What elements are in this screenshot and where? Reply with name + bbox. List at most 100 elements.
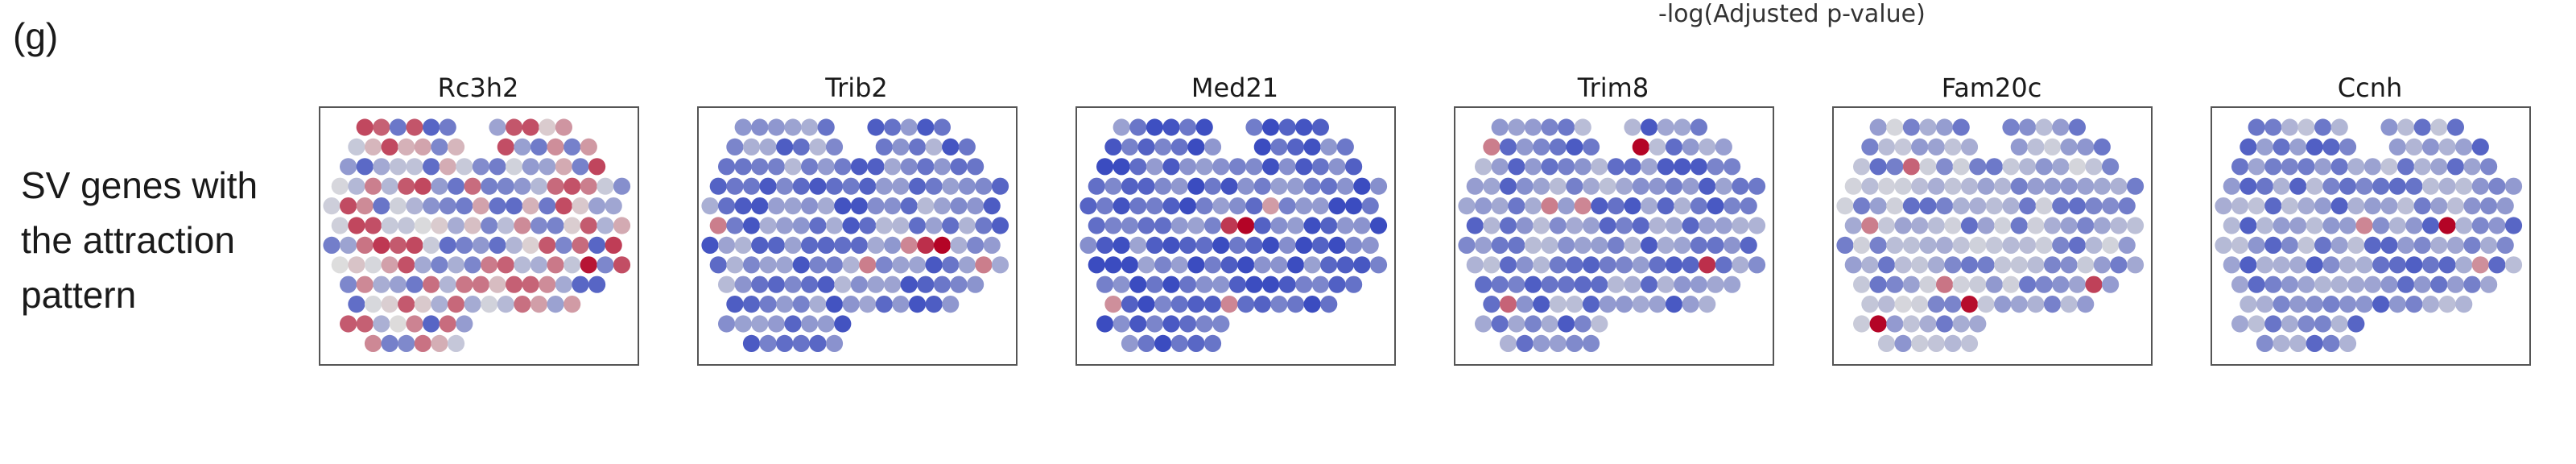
spot-point [1524, 118, 1542, 136]
spot-point [1861, 296, 1879, 313]
spot-point [2314, 315, 2332, 333]
spot-point [734, 276, 752, 293]
spot-point [767, 276, 785, 293]
spot-point [605, 197, 622, 215]
spot-point [1499, 256, 1517, 274]
spot-point [2281, 118, 2298, 136]
spot-point [431, 217, 448, 234]
spot-point [1212, 236, 1230, 254]
spot-point [1262, 276, 1280, 293]
spot-point [1665, 177, 1683, 195]
spot-point [792, 217, 810, 234]
spot-point [1665, 138, 1683, 155]
spot-point [1558, 118, 1575, 136]
spot-point [2289, 256, 2307, 274]
spot-point [1674, 158, 1691, 176]
spot-point [892, 256, 910, 274]
spot-point [1475, 158, 1492, 176]
spot-point [2102, 236, 2120, 254]
spot-point [1591, 276, 1608, 293]
spot-point [364, 334, 382, 352]
spot-point [917, 158, 935, 176]
spot-point [1682, 256, 1699, 274]
spot-point [1096, 315, 1114, 333]
spot-point [1328, 158, 1346, 176]
spot-point [356, 315, 374, 333]
spot-point [975, 256, 993, 274]
spot-point [1096, 236, 1114, 254]
spot-point [925, 217, 943, 234]
spot-point [2002, 236, 2020, 254]
spot-point [842, 177, 860, 195]
spot-point [1599, 177, 1616, 195]
spot-point [506, 197, 523, 215]
spot-point [2306, 217, 2323, 234]
spot-point [481, 256, 498, 274]
spot-point [1533, 217, 1550, 234]
spot-point [2380, 276, 2398, 293]
spot-point [2281, 276, 2298, 293]
spot-point [792, 296, 810, 313]
spot-point [1104, 217, 1122, 234]
spot-point [2480, 236, 2498, 254]
spot-point [572, 158, 589, 176]
spot-point [767, 118, 785, 136]
spot-point [1944, 177, 1962, 195]
spot-point [1311, 158, 1329, 176]
spot-point [1591, 197, 1608, 215]
spot-point [1869, 276, 1887, 293]
spot-point [817, 315, 835, 333]
spot-point [489, 118, 506, 136]
spot-point [439, 315, 456, 333]
spot-point [834, 315, 852, 333]
spot-point [1902, 197, 1920, 215]
spot-point [1674, 276, 1691, 293]
spot-point [356, 276, 374, 293]
spot-point [398, 256, 415, 274]
spot-point [1836, 197, 1854, 215]
spot-point [1475, 197, 1492, 215]
spot-point [1699, 256, 1716, 274]
spot-point [2471, 177, 2489, 195]
spot-point [967, 276, 985, 293]
spot-point [1566, 256, 1583, 274]
spot-point [1582, 296, 1600, 313]
spot-point [709, 177, 727, 195]
spot-point [1113, 236, 1130, 254]
spot-point [1146, 118, 1163, 136]
spot-point [1195, 276, 1213, 293]
spot-point [1516, 296, 1534, 313]
spot-point [423, 197, 440, 215]
spot-point [1154, 256, 1172, 274]
spot-point [1632, 177, 1649, 195]
spot-point [364, 256, 382, 274]
spot-point [950, 158, 968, 176]
spot-point [900, 197, 918, 215]
spot-point [373, 118, 390, 136]
spot-point [2314, 118, 2332, 136]
spot-point [522, 158, 539, 176]
spot-point [2380, 158, 2398, 176]
spot-point [1632, 217, 1649, 234]
spot-point [489, 197, 506, 215]
spot-point [2035, 236, 2053, 254]
row-label: SV genes with the attraction pattern [21, 158, 295, 322]
spot-point [547, 138, 564, 155]
spot-point [1104, 177, 1122, 195]
spot-point [967, 158, 985, 176]
spot-point [1574, 158, 1591, 176]
spot-point [942, 256, 960, 274]
spot-point [389, 236, 407, 254]
spot-point [967, 197, 985, 215]
gene-panel-rc3h2: Rc3h2 [319, 71, 639, 366]
spot-point [1877, 138, 1896, 155]
spot-point [588, 236, 606, 254]
spot-point [2035, 197, 2053, 215]
spot-point [1466, 217, 1484, 234]
spot-point [564, 217, 581, 234]
spot-point [759, 138, 777, 155]
spot-point [2289, 217, 2307, 234]
spot-point [1278, 276, 1296, 293]
spot-point [2363, 197, 2381, 215]
spot-point [1154, 334, 1172, 352]
